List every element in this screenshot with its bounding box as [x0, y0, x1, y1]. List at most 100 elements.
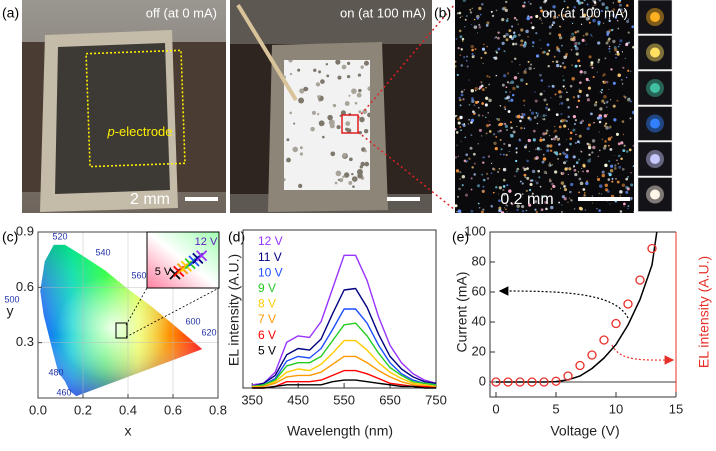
emitter-dot — [603, 114, 608, 118]
tile-core — [650, 47, 660, 58]
emitter-dot — [463, 159, 467, 163]
emitter-dot — [541, 118, 543, 120]
emitter-dot — [495, 51, 498, 54]
emitter-dot — [462, 124, 466, 128]
emitter-dot — [470, 209, 474, 213]
sparkle — [364, 161, 370, 167]
emitter-dot — [586, 3, 589, 6]
emitter-dot — [498, 206, 502, 210]
electrode-prefix: p — [106, 124, 114, 139]
emitter-dot — [618, 3, 623, 7]
el-point — [599, 335, 609, 345]
emitter-dot — [485, 116, 487, 119]
emitter-dot — [490, 10, 493, 13]
emitter-dot — [534, 208, 537, 211]
legend-label: 10 V — [258, 265, 283, 279]
emitter-dot — [608, 160, 611, 163]
emitter-dot — [459, 16, 461, 19]
emitter-dot — [505, 208, 507, 210]
emitter-dot — [508, 189, 512, 193]
emitter-dot — [552, 60, 554, 63]
emitter-dot — [531, 192, 534, 195]
emitter-dot — [616, 159, 618, 161]
emitter-dot — [562, 75, 564, 77]
emitter-dot — [618, 8, 620, 11]
emitter-dot — [456, 73, 459, 77]
emitter-dot — [519, 44, 521, 46]
emitter-dot — [598, 120, 602, 124]
emitter-dot — [487, 112, 489, 114]
emitter-dot — [619, 39, 623, 43]
sparkle — [351, 172, 354, 176]
emitter-dot — [625, 190, 629, 194]
sparkle — [351, 88, 357, 94]
emitter-dot — [575, 133, 577, 136]
emitter-dot — [622, 149, 626, 153]
emitter-dot — [612, 2, 614, 4]
emitter-dot — [461, 184, 464, 187]
emitter-dot — [554, 129, 557, 133]
emitter-dot — [543, 50, 546, 54]
emitter-dot — [625, 150, 629, 153]
emitter-dot — [519, 119, 522, 123]
emitter-dot — [602, 80, 604, 83]
emitter-dot — [496, 117, 498, 120]
emitter-dot — [515, 19, 518, 21]
emitter-dot — [567, 128, 570, 130]
sparkle — [360, 65, 364, 69]
emitter-dot — [575, 42, 577, 44]
emitter-dot — [597, 155, 599, 158]
emitter-dot — [460, 64, 463, 67]
emitter-dot — [587, 145, 592, 150]
sparkle — [336, 125, 341, 130]
emitter-dot — [502, 178, 506, 182]
emitter-dot — [490, 204, 494, 208]
el-point — [611, 318, 621, 329]
emitter-dot — [575, 161, 579, 164]
emitter-dot — [625, 185, 629, 190]
emitter-dot — [466, 65, 469, 68]
emitter-dot — [516, 85, 520, 89]
el-point — [623, 299, 633, 309]
emitter-dot — [565, 153, 569, 157]
emitter-dot — [571, 22, 574, 25]
emitter-dot — [477, 202, 480, 205]
sparkle — [356, 168, 363, 175]
emitter-dot — [558, 143, 561, 146]
emitter-dot — [526, 159, 529, 163]
y-tick-label: 20 — [472, 343, 486, 358]
emitter-dot — [482, 190, 484, 192]
emitter-dot — [553, 55, 556, 58]
emitter-dot — [486, 124, 490, 128]
emitter-dot — [590, 61, 594, 65]
emitter-dot — [577, 99, 581, 103]
emitter-dot — [546, 52, 550, 56]
emitter-dot — [468, 79, 470, 81]
sparkle — [363, 129, 369, 134]
emitter-dot — [578, 177, 582, 181]
emitter-dot — [502, 153, 505, 156]
emitter-dot — [511, 37, 514, 41]
emitter-dot — [607, 178, 611, 181]
emitter-dot — [515, 147, 518, 150]
sparkle — [298, 183, 303, 189]
emitter-dot — [464, 26, 466, 28]
x-tick-label: 5 — [552, 401, 559, 416]
emitter-dot — [504, 207, 506, 209]
emitter-dot — [490, 172, 493, 174]
emitter-dot — [511, 25, 514, 28]
emitter-dot — [519, 180, 522, 183]
emitter-dot — [481, 173, 484, 176]
emitter-dot — [609, 203, 611, 205]
x-tick-label: 550 — [333, 392, 355, 407]
emitter-dot — [470, 177, 473, 180]
emitter-dot — [573, 208, 576, 210]
emitter-dot — [471, 7, 473, 10]
emitter-dot — [612, 104, 616, 108]
emitter-dot — [604, 188, 609, 192]
emitter-dot — [596, 175, 598, 178]
emitter-dot — [546, 103, 549, 106]
emitter-dot — [543, 118, 546, 121]
emitter-dot — [546, 43, 550, 47]
emitter-dot — [577, 171, 580, 173]
